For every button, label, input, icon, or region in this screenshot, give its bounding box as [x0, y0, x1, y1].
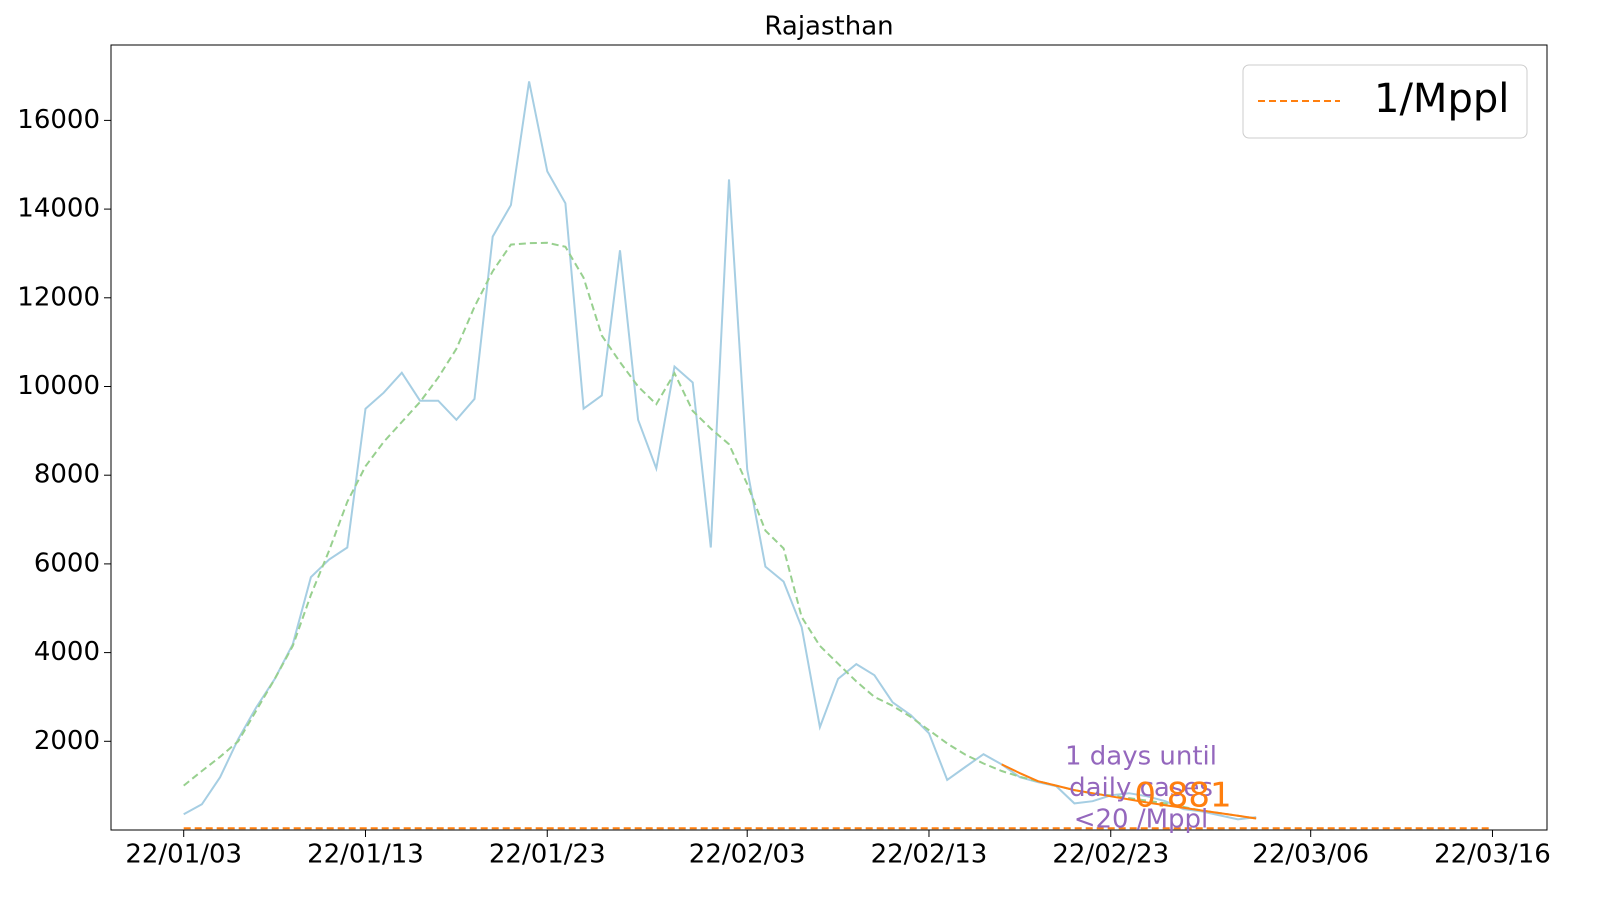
annotation: <20 /Mppl: [1074, 805, 1209, 835]
chart-title: Rajasthan: [764, 12, 893, 42]
y-tick-label: 10000: [17, 371, 100, 401]
y-tick-label: 2000: [34, 726, 100, 756]
x-tick-label: 22/02/23: [1052, 840, 1169, 870]
plot-area: [110, 44, 1548, 831]
x-tick-label: 22/01/03: [125, 840, 242, 870]
y-tick-label: 4000: [34, 637, 100, 667]
legend-label: 1/Mppl: [1374, 76, 1509, 122]
annotation: 1 days until: [1065, 742, 1217, 772]
series-line: [183, 241, 1257, 820]
x-tick-label: 22/01/13: [307, 840, 424, 870]
annotation: daily cases: [1069, 773, 1213, 803]
annotation: 0.881: [1134, 776, 1231, 816]
y-tick-label: 14000: [17, 194, 100, 224]
x-tick-label: 22/03/06: [1252, 840, 1369, 870]
series-line: [183, 81, 1257, 821]
x-tick-label: 22/02/03: [689, 840, 806, 870]
x-tick-label: 22/01/23: [489, 840, 606, 870]
y-tick-label: 6000: [34, 548, 100, 578]
y-tick-label: 12000: [17, 282, 100, 312]
legend-box: [1242, 64, 1528, 139]
y-tick-label: 16000: [17, 105, 100, 135]
x-tick-label: 22/03/16: [1434, 840, 1551, 870]
x-tick-label: 22/02/13: [871, 840, 988, 870]
y-tick-label: 8000: [34, 460, 100, 490]
series-line: [1001, 763, 1257, 820]
